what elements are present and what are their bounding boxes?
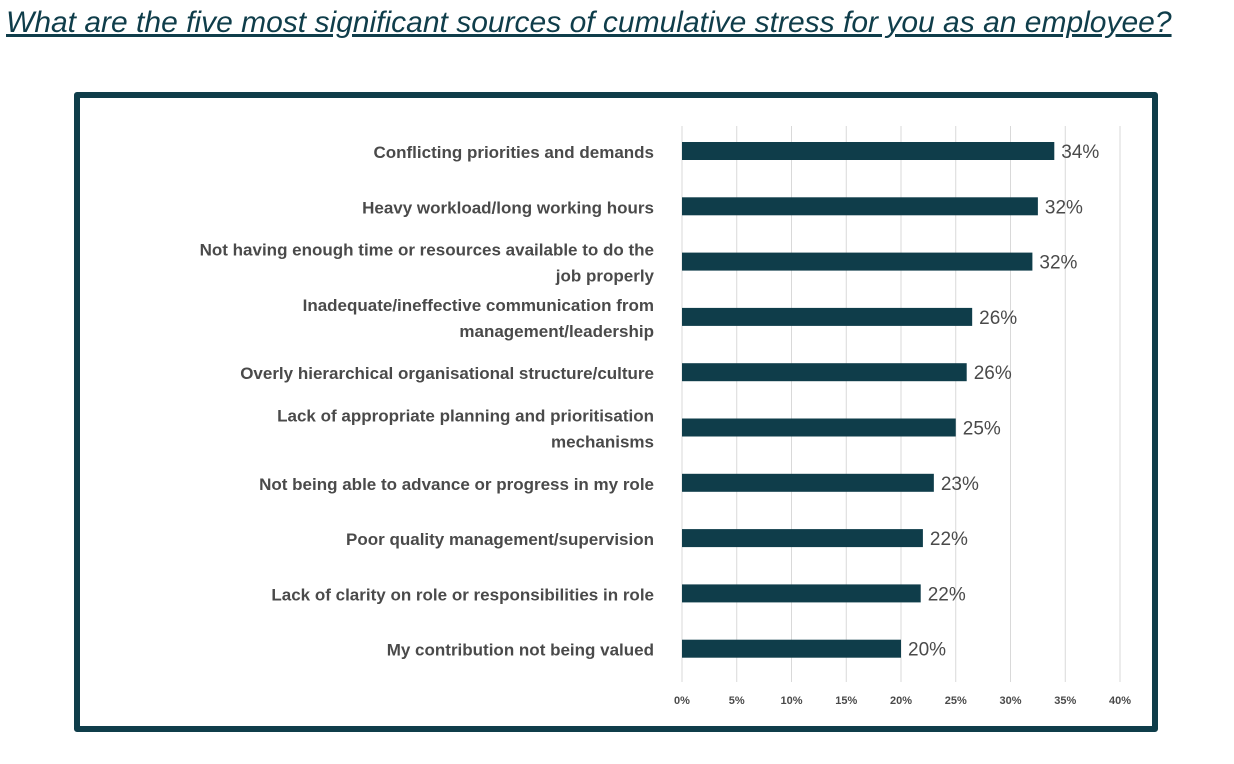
data-label: 22% bbox=[928, 584, 966, 605]
data-label: 26% bbox=[974, 363, 1012, 384]
category-label: management/leadership bbox=[459, 322, 654, 341]
category-label: mechanisms bbox=[551, 433, 654, 452]
x-tick-label: 5% bbox=[729, 695, 745, 707]
category-label: Poor quality management/supervision bbox=[346, 530, 654, 549]
category-label: Not having enough time or resources avai… bbox=[200, 241, 654, 260]
category-label: Lack of clarity on role or responsibilit… bbox=[271, 585, 654, 604]
data-label: 26% bbox=[979, 308, 1017, 329]
bar bbox=[682, 197, 1038, 216]
category-label: Overly hierarchical organisational struc… bbox=[240, 364, 654, 383]
x-tick-label: 15% bbox=[835, 695, 857, 707]
category-label: Heavy workload/long working hours bbox=[362, 198, 654, 217]
chart-frame: 0% 5% 10% 15% 20% 25% 30% 35% 40% 34% Conflicting … bbox=[74, 92, 1158, 732]
bar-chart: 0% 5% 10% 15% 20% 25% 30% 35% 40% 34% Conflicting … bbox=[200, 126, 1131, 707]
category-label: Inadequate/ineffective communication fro… bbox=[303, 296, 654, 315]
data-label: 34% bbox=[1061, 142, 1099, 163]
page-title: What are the five most significant sourc… bbox=[6, 6, 1172, 39]
x-tick-label: 40% bbox=[1109, 695, 1131, 707]
category-label: Lack of appropriate planning and priorit… bbox=[277, 407, 654, 426]
bar bbox=[682, 473, 934, 492]
x-tick-label: 20% bbox=[890, 695, 912, 707]
bar bbox=[682, 639, 901, 658]
data-label: 22% bbox=[930, 529, 968, 550]
x-tick-label: 0% bbox=[674, 695, 690, 707]
data-label: 23% bbox=[941, 474, 979, 495]
category-label: job properly bbox=[555, 267, 655, 286]
bar bbox=[682, 307, 973, 326]
bar bbox=[682, 363, 967, 382]
data-label: 25% bbox=[963, 419, 1001, 440]
bar bbox=[682, 418, 956, 437]
bar bbox=[682, 252, 1033, 271]
bar bbox=[682, 584, 921, 603]
category-label: My contribution not being valued bbox=[387, 641, 654, 660]
bar bbox=[682, 529, 923, 548]
x-tick-label: 35% bbox=[1054, 695, 1076, 707]
x-tick-label: 10% bbox=[780, 695, 802, 707]
x-tick-label: 25% bbox=[945, 695, 967, 707]
data-label: 32% bbox=[1045, 197, 1083, 218]
bar bbox=[682, 142, 1055, 160]
data-label: 20% bbox=[908, 640, 946, 661]
x-tick-label: 30% bbox=[999, 695, 1021, 707]
category-label: Conflicting priorities and demands bbox=[373, 143, 654, 162]
data-label: 32% bbox=[1039, 253, 1077, 274]
category-label: Not being able to advance or progress in… bbox=[259, 475, 654, 494]
